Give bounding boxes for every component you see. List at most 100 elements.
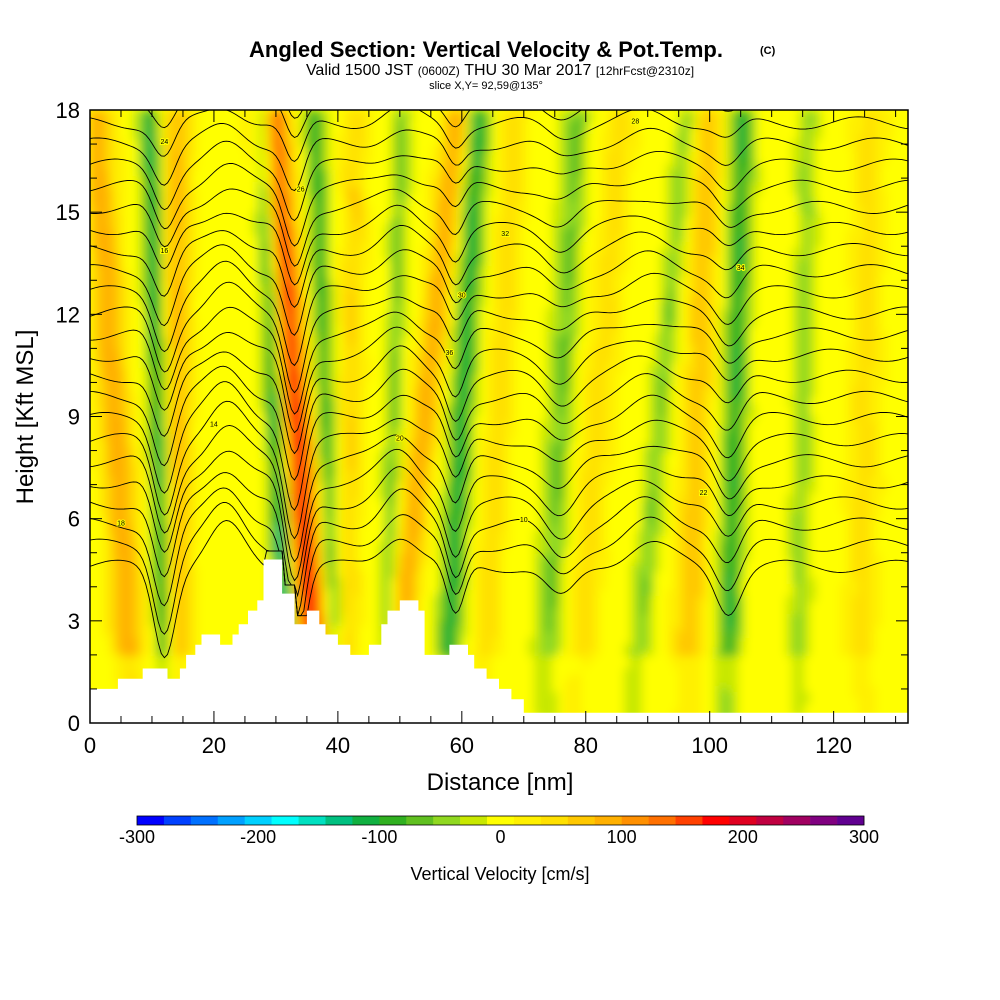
velocity-cell	[90, 392, 97, 399]
velocity-cell	[360, 524, 367, 531]
velocity-cell	[324, 584, 331, 591]
velocity-cell	[180, 374, 187, 381]
velocity-cell	[228, 182, 235, 189]
velocity-cell	[270, 290, 277, 297]
velocity-cell	[216, 314, 223, 321]
velocity-cell	[126, 146, 133, 153]
velocity-cell	[186, 524, 193, 531]
velocity-cell	[126, 380, 133, 387]
velocity-cell	[366, 224, 373, 231]
velocity-cell	[246, 494, 253, 501]
velocity-cell	[138, 578, 145, 585]
velocity-cell	[234, 380, 241, 387]
velocity-cell	[336, 314, 343, 321]
velocity-cell	[294, 596, 301, 603]
velocity-cell	[324, 236, 331, 243]
velocity-cell	[120, 446, 127, 453]
velocity-cell	[114, 260, 121, 267]
velocity-cell	[162, 416, 169, 423]
velocity-cell	[336, 374, 343, 381]
velocity-cell	[336, 200, 343, 207]
velocity-cell	[318, 272, 325, 279]
velocity-cell	[348, 608, 355, 615]
velocity-cell	[126, 500, 133, 507]
velocity-cell	[132, 176, 139, 183]
velocity-cell	[204, 506, 211, 513]
velocity-cell	[366, 308, 373, 315]
velocity-cell	[318, 128, 325, 135]
velocity-cell	[276, 542, 283, 549]
velocity-cell	[282, 314, 289, 321]
velocity-cell	[204, 470, 211, 477]
velocity-cell	[96, 236, 103, 243]
velocity-cell	[336, 428, 343, 435]
velocity-cell	[216, 554, 223, 561]
velocity-cell	[174, 668, 181, 675]
velocity-cell	[372, 590, 379, 597]
velocity-cell	[354, 638, 361, 645]
velocity-cell	[222, 338, 229, 345]
velocity-cell	[354, 254, 361, 261]
velocity-cell	[126, 416, 133, 423]
velocity-cell	[372, 506, 379, 513]
velocity-cell	[282, 572, 289, 579]
velocity-cell	[90, 596, 97, 603]
velocity-cell	[330, 302, 337, 309]
velocity-cell	[126, 140, 133, 147]
velocity-cell	[108, 128, 115, 135]
velocity-cell	[180, 278, 187, 285]
velocity-cell	[348, 410, 355, 417]
velocity-cell	[138, 224, 145, 231]
velocity-cell	[156, 176, 163, 183]
velocity-cell	[366, 392, 373, 399]
velocity-cell	[258, 278, 265, 285]
velocity-cell	[252, 242, 259, 249]
velocity-cell	[372, 488, 379, 495]
velocity-cell	[180, 320, 187, 327]
velocity-cell	[222, 368, 229, 375]
velocity-cell	[204, 482, 211, 489]
velocity-cell	[330, 308, 337, 315]
velocity-cell	[138, 152, 145, 159]
velocity-cell	[252, 434, 259, 441]
velocity-cell	[288, 140, 295, 147]
velocity-cell	[294, 188, 301, 195]
velocity-cell	[300, 338, 307, 345]
velocity-cell	[150, 158, 157, 165]
velocity-cell	[210, 620, 217, 627]
velocity-cell	[150, 458, 157, 465]
velocity-cell	[90, 170, 97, 177]
velocity-cell	[318, 494, 325, 501]
velocity-cell	[354, 542, 361, 549]
velocity-cell	[222, 164, 229, 171]
velocity-cell	[222, 404, 229, 411]
velocity-cell	[372, 182, 379, 189]
velocity-cell	[348, 356, 355, 363]
velocity-cell	[318, 434, 325, 441]
velocity-cell	[192, 212, 199, 219]
velocity-cell	[270, 248, 277, 255]
velocity-cell	[318, 344, 325, 351]
velocity-cell	[306, 158, 313, 165]
velocity-cell	[348, 512, 355, 519]
velocity-cell	[198, 476, 205, 483]
velocity-cell	[144, 374, 151, 381]
subtitle-forecast: [12hrFcst@2310z]	[596, 64, 694, 78]
velocity-cell	[144, 410, 151, 417]
velocity-cell	[144, 434, 151, 441]
velocity-cell	[222, 176, 229, 183]
velocity-cell	[360, 332, 367, 339]
velocity-cell	[342, 278, 349, 285]
velocity-cell	[96, 434, 103, 441]
velocity-cell	[108, 206, 115, 213]
velocity-cell	[180, 554, 187, 561]
velocity-cell	[252, 212, 259, 219]
velocity-cell	[162, 524, 169, 531]
velocity-cell	[240, 386, 247, 393]
velocity-cell	[294, 416, 301, 423]
velocity-cell	[378, 338, 385, 345]
velocity-cell	[168, 242, 175, 249]
velocity-cell	[150, 314, 157, 321]
velocity-cell	[348, 458, 355, 465]
velocity-cell	[330, 482, 337, 489]
